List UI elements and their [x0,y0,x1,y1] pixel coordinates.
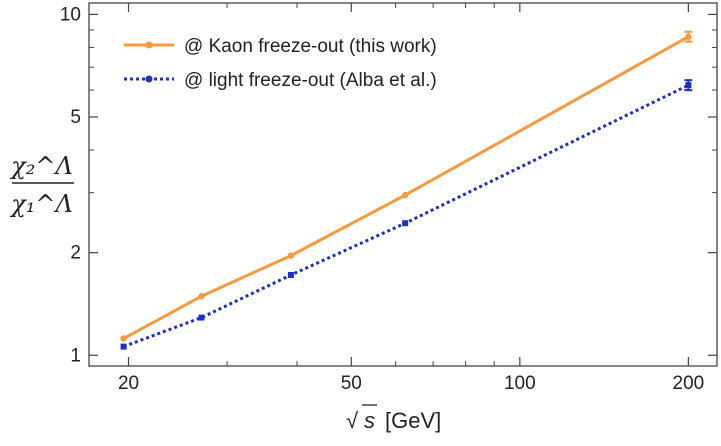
x-tick-label: 50 [341,373,362,394]
series-point-kaon [120,335,127,342]
legend-marker-kaon [145,41,153,49]
y-tick-label: 2 [70,243,81,264]
y-tick-label: 10 [60,4,81,25]
y-axis-label: χ₂^Λ χ₁^Λ [9,152,74,218]
series-point-kaon [198,293,205,300]
legend-label-light: @ light freeze-out (Alba et al.) [184,70,437,91]
y-label-numerator: χ₂^Λ [9,152,73,180]
legend-label-kaon: @ Kaon freeze-out (this work) [184,36,437,57]
x-axis-ticks: 20 50 100 200 [118,3,704,394]
series-point-light [120,343,127,350]
x-tick-label: 20 [118,373,139,394]
series-point-light [402,220,409,227]
series-layer [120,30,693,350]
y-axis-ticks: 1 2 5 10 [60,4,717,366]
x-tick-label: 100 [504,373,536,394]
x-label-unit: [GeV] [385,408,441,433]
series-line-1 [123,83,690,349]
y-label-denominator: χ₁^Λ [9,190,73,218]
x-label-variable: s [364,408,375,433]
series-point-light [287,271,294,278]
y-tick-label: 1 [70,345,81,366]
x-label-sqrt-symbol: √ [346,408,359,433]
series-point-kaon [401,191,409,199]
plot-frame [88,2,718,367]
series-point-kaon [287,252,295,259]
series-point-light [198,314,205,321]
legend: @ Kaon freeze-out (this work) @ light fr… [124,36,437,91]
legend-marker-light [145,75,153,83]
x-axis-label: √ s [GeV] [346,404,441,433]
x-tick-label: 200 [673,373,705,394]
y-tick-label: 5 [70,107,81,128]
